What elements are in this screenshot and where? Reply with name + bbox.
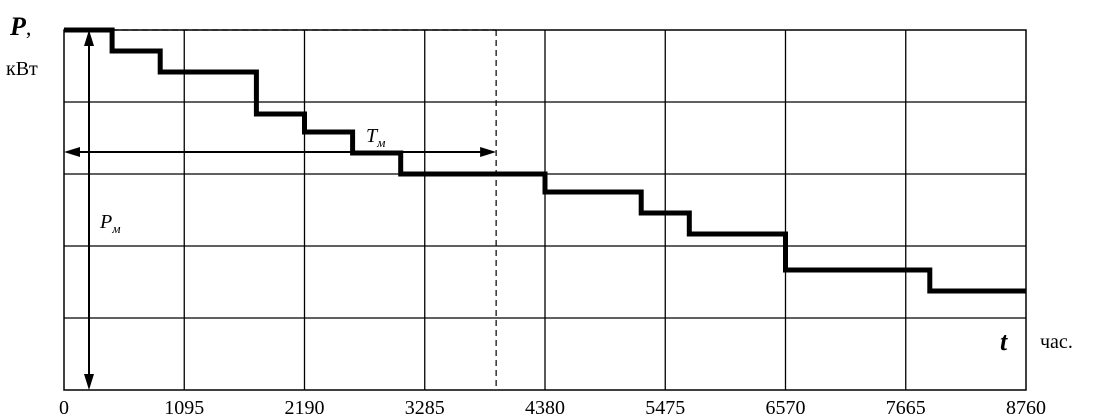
x-tick-label: 1095 bbox=[164, 397, 204, 419]
x-tick-label: 5475 bbox=[645, 397, 685, 419]
x-tick-label: 2190 bbox=[285, 397, 325, 419]
series-0-step-line bbox=[64, 27, 1026, 294]
x-tick-label: 0 bbox=[59, 397, 69, 419]
pm-arrowhead-bottom bbox=[84, 374, 94, 390]
pm-arrowhead-top bbox=[84, 30, 94, 46]
x-tick-label: 3285 bbox=[405, 397, 445, 419]
tm-arrowhead-right bbox=[480, 147, 497, 157]
x-axis-label: t bbox=[1000, 327, 1008, 356]
tm-arrowhead-left bbox=[64, 147, 80, 157]
pm-label: Pм bbox=[99, 211, 121, 236]
x-tick-label: 7665 bbox=[886, 397, 926, 419]
y-axis-label: P, bbox=[9, 12, 31, 41]
grid bbox=[64, 30, 1026, 390]
x-tick-label: 8760 bbox=[1006, 397, 1046, 419]
y-axis-unit: кВт bbox=[6, 58, 38, 80]
x-tick-labels: 0 1095 2190 3285 4380 5475 6570 7665 8760 bbox=[59, 397, 1046, 419]
tm-label: Tм bbox=[366, 125, 385, 150]
x-tick-label: 6570 bbox=[766, 397, 806, 419]
x-tick-label: 4380 bbox=[525, 397, 565, 419]
plot-frame bbox=[63, 29, 1027, 391]
x-axis-unit: час. bbox=[1040, 331, 1073, 353]
